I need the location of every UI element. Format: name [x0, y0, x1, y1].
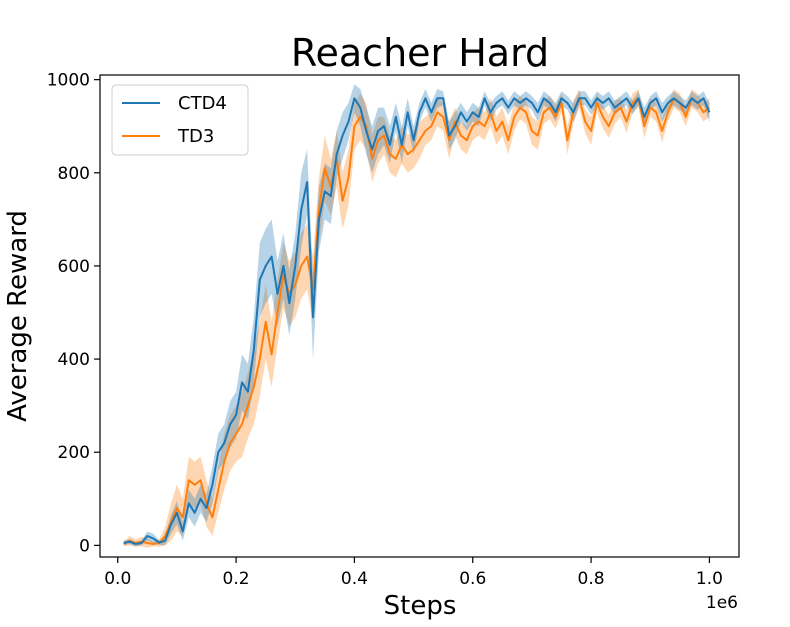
band-td3	[123, 89, 710, 548]
y-axis-title: Average Reward	[3, 210, 33, 422]
x-tick-label: 0.2	[223, 569, 250, 589]
y-tick-label: 1000	[47, 71, 90, 91]
confidence-bands	[123, 84, 710, 548]
y-tick-label: 0	[79, 536, 90, 556]
legend-label-ctd4: CTD4	[178, 93, 227, 114]
legend: CTD4 TD3	[111, 84, 249, 156]
y-tick-label: 600	[58, 257, 90, 277]
x-tick-label: 1.0	[696, 569, 723, 589]
y-tick-label: 200	[58, 443, 90, 463]
plot-frame	[99, 74, 740, 558]
x-axis: 0.0 0.2 0.4 0.6 0.8 1.0	[104, 557, 723, 589]
y-tick-label: 400	[58, 350, 90, 370]
series-lines	[123, 97, 711, 545]
y-tick-label: 800	[58, 164, 90, 184]
series-line-ctd4	[123, 97, 711, 545]
x-tick-label: 0.8	[578, 569, 605, 589]
legend-label-td3: TD3	[177, 126, 214, 147]
x-axis-title: Steps	[384, 591, 457, 621]
x-tick-label: 0.4	[341, 569, 368, 589]
chart-title: Reacher Hard	[291, 31, 549, 75]
series-line-td3	[123, 97, 711, 545]
y-axis: 0 200 400 600 800 1000	[47, 71, 100, 556]
x-axis-offset-label: 1e6	[706, 593, 738, 613]
x-tick-label: 0.0	[104, 569, 131, 589]
x-tick-label: 0.6	[459, 569, 486, 589]
